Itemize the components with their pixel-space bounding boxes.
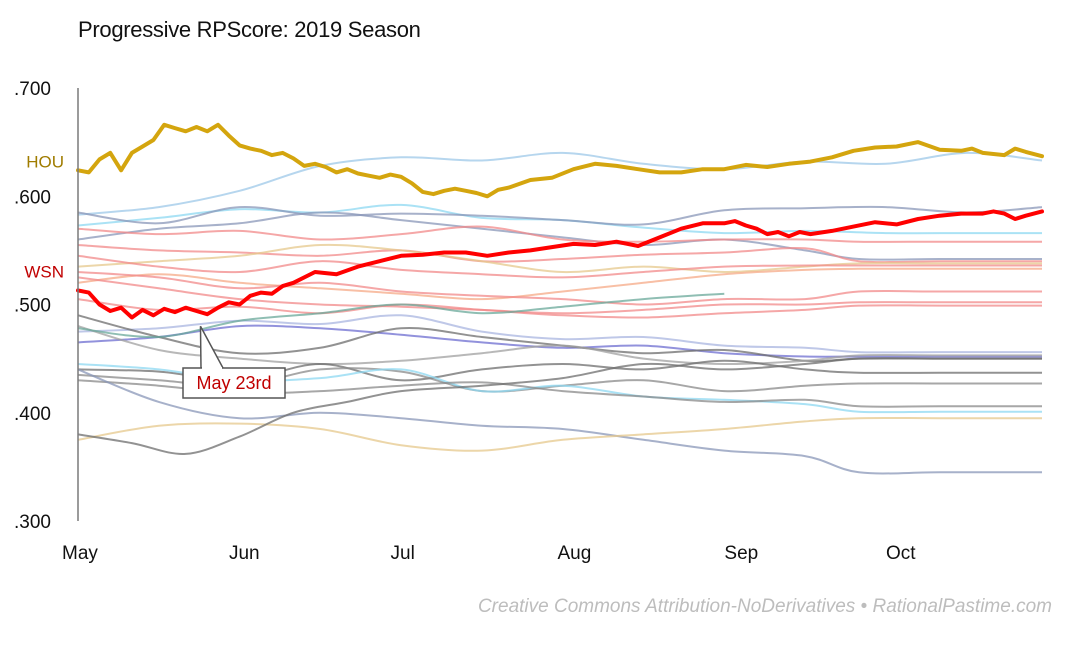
x-tick-label: Sep — [724, 543, 758, 564]
team-labels: HOU WSN — [24, 152, 64, 281]
y-tick-label: .400 — [14, 404, 51, 425]
x-axis-ticks: May Jun Jul Aug Sep Oct — [62, 543, 916, 564]
background-series-line — [77, 211, 1042, 261]
background-series-line — [77, 267, 1042, 301]
callout-label: May 23rd — [196, 373, 271, 393]
y-tick-label: .700 — [14, 79, 51, 100]
background-series-line — [77, 416, 1042, 452]
chart-title: Progressive RPScore: 2019 Season — [78, 17, 421, 42]
x-tick-label: Aug — [557, 543, 591, 564]
background-series-line — [77, 244, 1042, 264]
background-series-line — [77, 225, 1042, 243]
background-series-line — [77, 271, 1042, 306]
credit-line: Creative Commons Attribution-NoDerivativ… — [477, 596, 1052, 617]
series-line-wsn — [76, 209, 1044, 320]
series-line-hou — [76, 122, 1044, 199]
background-series-group — [77, 151, 1043, 475]
may-23rd-callout: May 23rd — [182, 325, 286, 399]
x-tick-label: May — [62, 543, 98, 564]
background-series-line — [77, 243, 1042, 274]
y-tick-label: .600 — [14, 187, 51, 208]
x-tick-label: Oct — [886, 543, 916, 564]
callout-pointer — [199, 325, 225, 369]
callout-box — [182, 367, 286, 399]
background-series-line — [77, 292, 725, 339]
highlight-series-group — [76, 122, 1044, 320]
team-label-wsn: WSN — [24, 262, 64, 281]
y-tick-label: .300 — [14, 512, 51, 533]
background-series-line — [77, 368, 1042, 475]
background-series-line — [77, 254, 1042, 279]
y-axis-ticks: .700 .600 .500 .400 .300 — [14, 79, 51, 533]
y-tick-label: .500 — [14, 296, 51, 317]
background-series-line — [77, 357, 1042, 455]
x-tick-label: Jun — [229, 543, 260, 564]
background-series-line — [77, 324, 1042, 358]
background-series-line — [77, 298, 1042, 319]
background-series-line — [77, 205, 1043, 226]
background-series-line — [77, 276, 1042, 315]
background-series-line — [77, 325, 1042, 366]
team-label-hou: HOU — [26, 152, 64, 171]
x-tick-label: Jul — [391, 543, 415, 564]
background-series-line — [77, 151, 1043, 216]
